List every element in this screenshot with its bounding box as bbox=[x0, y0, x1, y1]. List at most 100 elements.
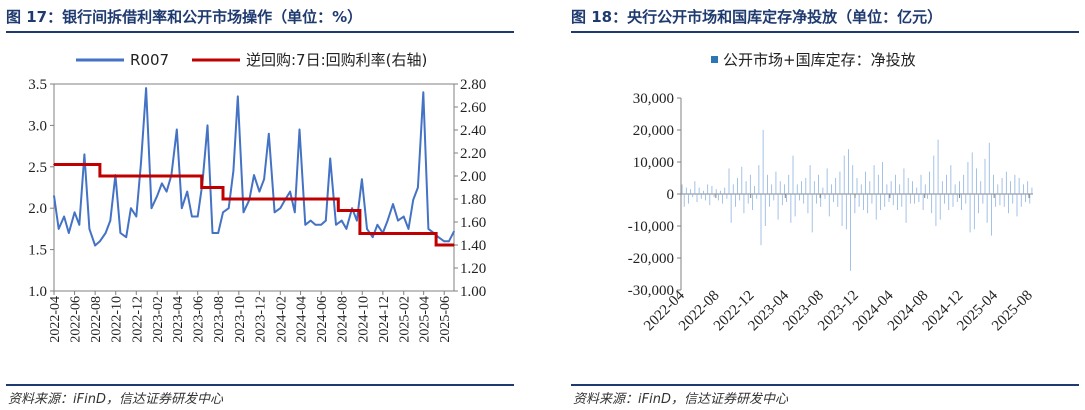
y-right-tick-label: 1.80 bbox=[460, 192, 486, 208]
net-injection-bar bbox=[777, 194, 779, 220]
net-injection-bar bbox=[743, 194, 745, 214]
net-injection-bar bbox=[773, 194, 775, 201]
y-left-tick-label: 1.0 bbox=[28, 284, 47, 300]
r007-data-point bbox=[289, 190, 291, 193]
r007-data-point bbox=[320, 223, 322, 226]
net-injection-bar bbox=[739, 194, 741, 201]
plot-frame bbox=[53, 83, 455, 292]
net-injection-bar bbox=[758, 165, 760, 194]
net-injection-bar bbox=[954, 184, 956, 194]
net-injection-bar bbox=[790, 194, 792, 223]
net-injection-bar bbox=[886, 184, 888, 194]
net-injection-bar bbox=[833, 194, 834, 202]
net-injection-bar bbox=[863, 194, 864, 210]
net-injection-bar bbox=[965, 194, 967, 204]
net-injection-bar bbox=[897, 194, 898, 210]
r007-data-point bbox=[325, 219, 327, 222]
r007-data-point bbox=[448, 240, 450, 243]
r007-data-point bbox=[53, 194, 55, 197]
x-tick-label: 2025-06 bbox=[438, 296, 453, 343]
net-injection-bar bbox=[809, 165, 811, 194]
reverse-repo-data-point bbox=[200, 186, 203, 189]
x-tick-label: 2022-12 bbox=[130, 296, 145, 343]
r007-data-point bbox=[376, 223, 379, 226]
net-injection-bar bbox=[775, 171, 777, 194]
net-injection-bar bbox=[939, 194, 941, 220]
r007-data-point bbox=[298, 128, 301, 131]
net-injection-bar bbox=[854, 194, 856, 214]
r007-data-point bbox=[68, 232, 70, 234]
net-injection-bar bbox=[1014, 174, 1016, 194]
x-tick-label: 2024-06 bbox=[315, 296, 330, 343]
net-injection-bar bbox=[722, 194, 723, 204]
net-injection-bar bbox=[882, 162, 883, 194]
net-injection-bar bbox=[726, 194, 728, 199]
net-injection-bar bbox=[976, 168, 977, 194]
x-tick-label: 2023-10 bbox=[233, 296, 248, 343]
y-right-tick-label: 1.20 bbox=[460, 261, 486, 277]
r007-data-point bbox=[407, 228, 410, 230]
net-injection-bar bbox=[946, 174, 947, 194]
net-injection-bar bbox=[963, 174, 965, 194]
net-injection-bar bbox=[720, 190, 721, 194]
net-injection-bar bbox=[756, 194, 758, 199]
source-rule-right bbox=[571, 384, 1079, 386]
net-injection-bar bbox=[1016, 194, 1018, 217]
r007-data-point bbox=[57, 228, 60, 230]
net-injection-bar bbox=[826, 168, 828, 194]
y-tick-label: -30,000 bbox=[628, 283, 674, 299]
net-injection-bar bbox=[948, 194, 950, 210]
net-injection-bar bbox=[892, 194, 894, 206]
y-right-tick-label: 2.00 bbox=[460, 169, 486, 185]
title-rule-left bbox=[6, 31, 514, 33]
net-injection-bar bbox=[713, 194, 715, 198]
net-injection-bar bbox=[852, 165, 854, 194]
net-injection-bar bbox=[922, 194, 924, 210]
net-injection-bar bbox=[837, 194, 839, 207]
net-injection-bar bbox=[705, 194, 706, 201]
y-right-tick-label: 1.60 bbox=[460, 215, 486, 231]
r007-data-point bbox=[402, 215, 405, 218]
reverse-repo-data-point bbox=[435, 244, 437, 246]
net-injection-bar bbox=[724, 187, 726, 194]
x-tick-label: 2022-06 bbox=[69, 296, 84, 343]
y-left-tick-label: 3.5 bbox=[28, 77, 47, 93]
net-injection-bar bbox=[914, 194, 915, 204]
net-injection-bar bbox=[929, 171, 930, 194]
net-injection-bar bbox=[869, 181, 871, 194]
net-injection-bar bbox=[933, 155, 935, 194]
net-injection-bar bbox=[685, 187, 687, 194]
net-injection-bar bbox=[811, 194, 813, 233]
net-injection-bar bbox=[880, 194, 881, 210]
net-injection-bar bbox=[709, 194, 711, 206]
chart-title-right: 图 18：央行公开市场和国库定存净投放（单位：亿元） bbox=[571, 8, 943, 26]
r007-data-point bbox=[351, 207, 353, 209]
net-injection-bar bbox=[839, 171, 841, 194]
x-tick-label: 2024-12 bbox=[377, 296, 392, 343]
y-right-tick-label: 1.00 bbox=[460, 284, 486, 300]
r007-data-point bbox=[329, 157, 332, 160]
y-tick-label: 20,000 bbox=[633, 123, 674, 139]
net-injection-bar bbox=[796, 184, 798, 194]
net-injection-bar bbox=[711, 186, 713, 194]
net-injection-bar bbox=[788, 174, 790, 194]
net-injection-bar bbox=[735, 194, 736, 207]
x-tick-label: 2022-04 bbox=[48, 296, 63, 343]
reverse-repo-series-line bbox=[54, 163, 454, 247]
y-left-tick-label: 3.0 bbox=[28, 118, 47, 134]
r007-data-point bbox=[104, 232, 107, 234]
r007-data-point bbox=[412, 199, 414, 201]
r007-data-point bbox=[268, 132, 270, 135]
net-injection-bar bbox=[737, 178, 738, 194]
net-injection-bar bbox=[850, 194, 851, 271]
r007-data-point bbox=[314, 223, 317, 226]
net-injection-bar bbox=[754, 186, 755, 194]
r007-data-point bbox=[371, 236, 374, 238]
net-injection-bar bbox=[967, 162, 969, 194]
net-injection-bar bbox=[786, 194, 787, 202]
net-injection-bar bbox=[799, 194, 800, 201]
r007-data-point bbox=[453, 230, 455, 233]
reverse-repo-data-point bbox=[359, 232, 361, 235]
y-left-tick-label: 2.0 bbox=[28, 201, 47, 217]
y-left-tick-label: 1.5 bbox=[28, 243, 47, 259]
